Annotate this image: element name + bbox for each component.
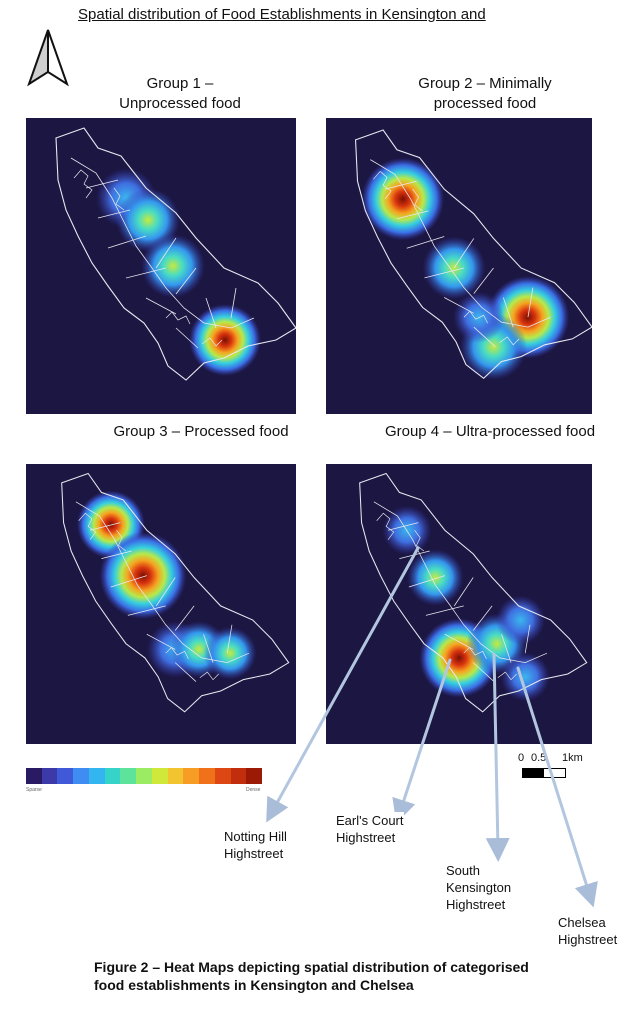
heatmap-group-3 [26, 464, 296, 744]
figure-title: Spatial distribution of Food Establishme… [78, 6, 486, 23]
group-2-label: Group 2 – Minimally processed food [418, 75, 552, 112]
density-legend [26, 768, 263, 784]
legend-high-label: Dense [246, 787, 261, 793]
heatmap-group-2 [326, 118, 592, 414]
legend-swatch-2 [57, 768, 74, 784]
legend-swatch-7 [136, 768, 152, 784]
legend-swatch-14 [246, 768, 263, 784]
legend-swatch-11 [199, 768, 215, 784]
north-arrow-icon [27, 29, 69, 87]
figure-caption: Figure 2 – Heat Maps depicting spatial d… [94, 959, 529, 993]
group-1-label: Group 1 – Unprocessed food [119, 75, 241, 112]
callout-chelsea: Chelsea Highstreet [558, 914, 618, 948]
legend-swatch-10 [183, 768, 200, 784]
scale-tick-1km: 1km [562, 752, 583, 764]
legend-swatch-5 [104, 768, 121, 784]
callout-earls-court: Earl's Court Highstreet [336, 812, 404, 846]
legend-low-label: Sparse [26, 787, 42, 793]
scale-tick-0: 0 [518, 752, 525, 764]
legend-swatch-1 [41, 768, 58, 784]
callout-south-kensington: South Kensington Highstreet [446, 862, 512, 913]
scale-tick-05: 0.5 [531, 752, 547, 764]
legend-swatch-9 [167, 768, 184, 784]
group-4-label: Group 4 – Ultra-processed food [384, 423, 596, 440]
legend-swatch-12 [214, 768, 231, 784]
legend-swatch-3 [73, 768, 89, 784]
callout-notting-hill: Notting Hill Highstreet [224, 828, 287, 862]
legend-swatch-13 [230, 768, 247, 784]
heatmap-group-1 [26, 118, 296, 414]
legend-swatch-4 [88, 768, 105, 784]
heatmap-group-4 [326, 464, 592, 744]
group-3-label: Group 3 – Processed food [113, 423, 289, 440]
legend-swatch-8 [151, 768, 168, 784]
scale-bar [522, 768, 566, 778]
legend-swatch-0 [26, 768, 42, 784]
legend-swatch-6 [120, 768, 137, 784]
